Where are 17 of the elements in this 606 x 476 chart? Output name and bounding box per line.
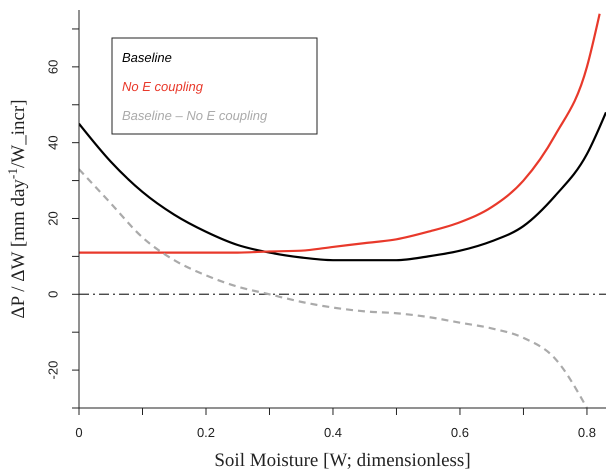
y-tick-label: 20 xyxy=(46,211,61,226)
x-tick-label: 0.4 xyxy=(324,425,342,440)
x-tick-label: 0.8 xyxy=(578,425,596,440)
y-tick-label: -20 xyxy=(46,360,61,380)
text: No E coupling xyxy=(122,79,204,94)
y-tick-label: 0 xyxy=(46,290,61,298)
x-axis-title: Soil Moisture [W; dimensionless] xyxy=(214,450,471,471)
line-series xyxy=(79,111,606,262)
y-tick-label: 60 xyxy=(46,60,61,74)
text: Baseline xyxy=(122,50,172,65)
line-series xyxy=(79,12,601,254)
y-tick-label: 40 xyxy=(46,135,61,150)
text: Baseline – No E coupling xyxy=(122,108,268,123)
x-tick-label: 0 xyxy=(75,425,83,440)
x-tick-label: 0.2 xyxy=(196,425,216,440)
x-tick-label: 0.6 xyxy=(450,425,470,440)
line-series xyxy=(79,168,588,408)
